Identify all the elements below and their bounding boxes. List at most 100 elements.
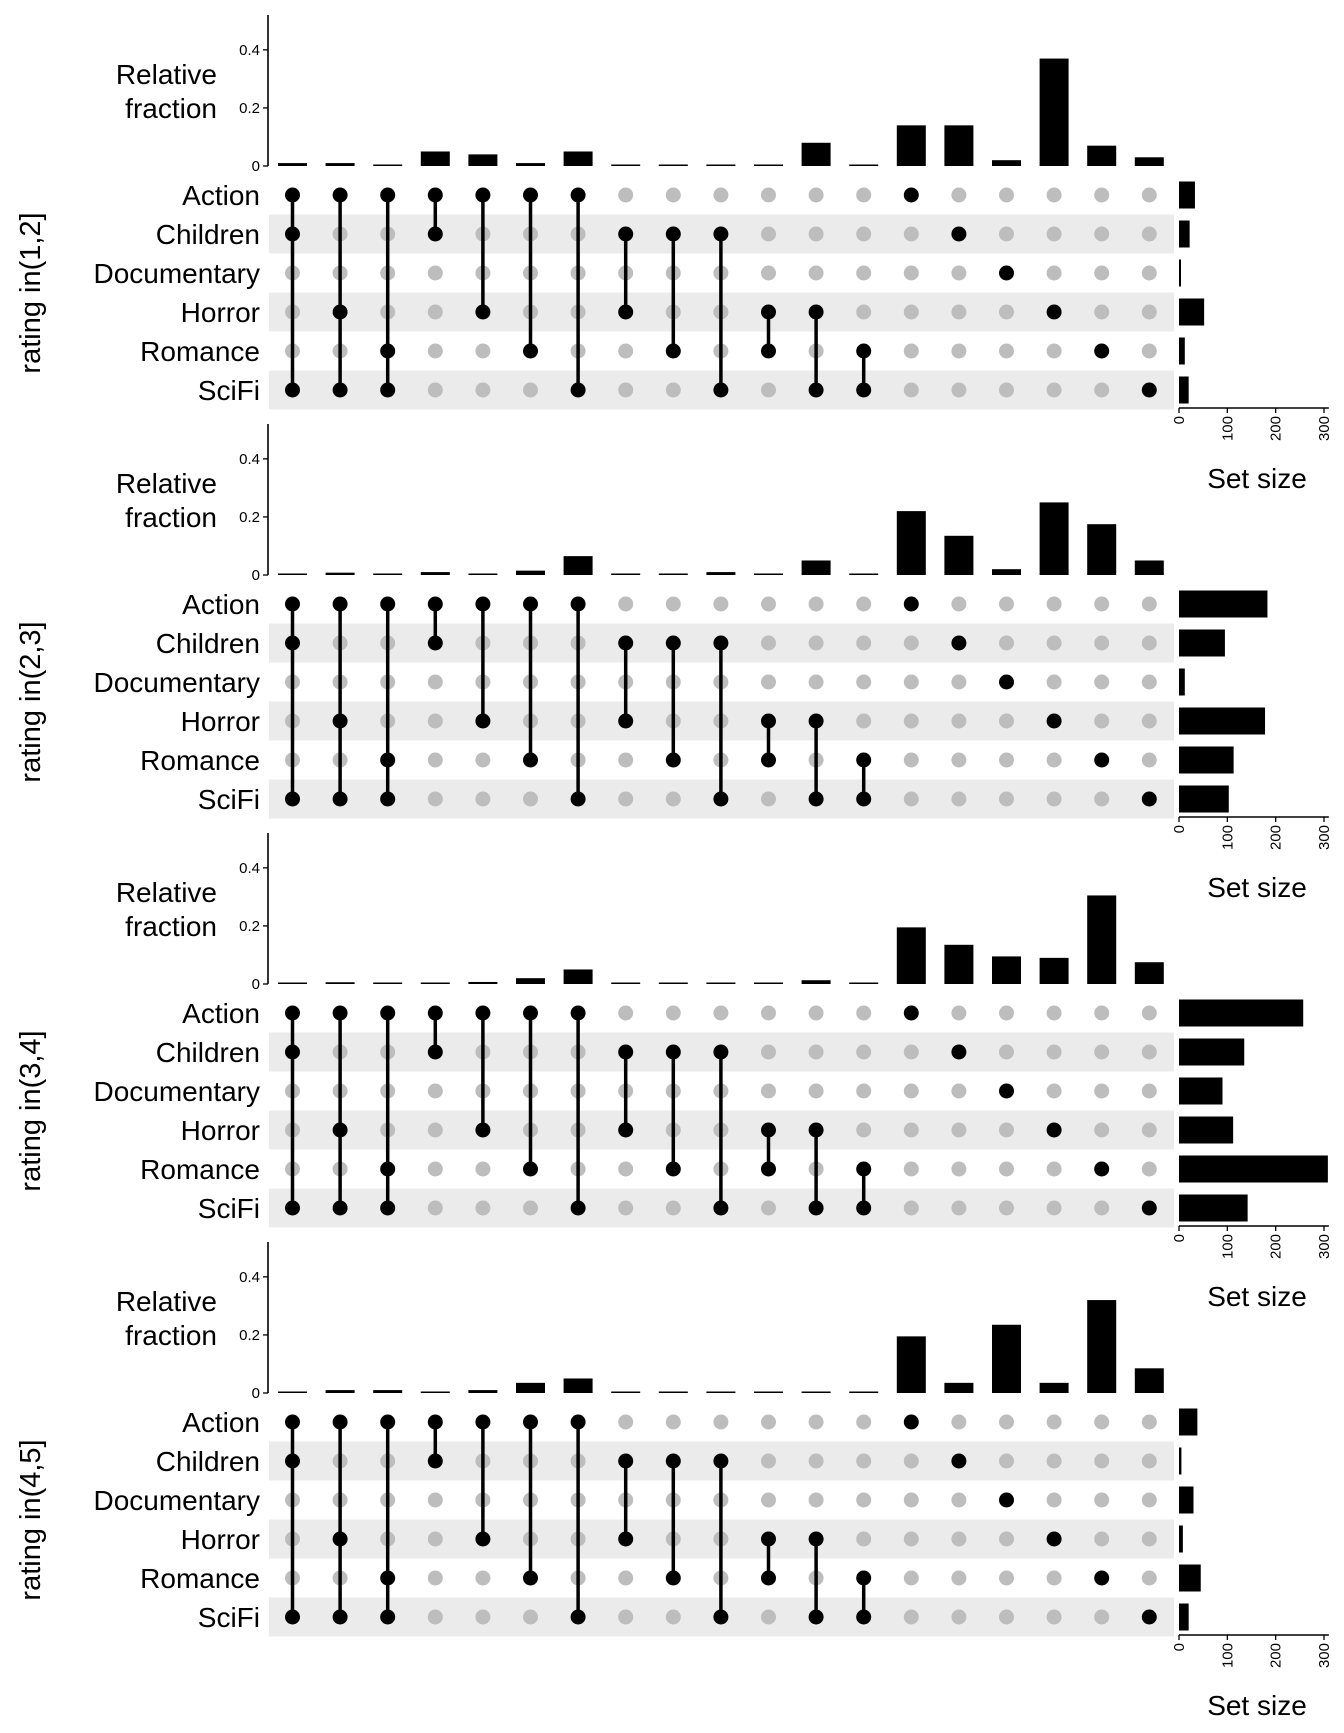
matrix-dot-inactive [999,1200,1014,1216]
set-size-bar-romance [1179,1155,1328,1183]
matrix-dot-active [713,1609,729,1625]
matrix-dot-inactive [1141,1531,1157,1547]
set-size-bar-documentary [1179,1077,1223,1105]
matrix-dot-inactive [1046,187,1062,203]
matrix-dot-inactive [618,343,634,359]
matrix-dot-inactive [618,1005,634,1021]
set-size-tick-label: 100 [1219,416,1236,441]
matrix-dot-active [999,265,1014,281]
matrix-dot-inactive [999,791,1014,807]
matrix-dot-active [665,1570,681,1586]
intersection-bar [420,1391,450,1393]
matrix-dot-inactive [999,226,1014,242]
matrix-dot-active [332,1122,348,1138]
matrix-dot-active [856,343,872,359]
intersection-bar [420,982,450,984]
intersection-bar [468,981,498,984]
matrix-dot-inactive [1094,713,1110,729]
intersection-bar [849,164,879,166]
matrix-dot-active [1046,713,1062,729]
matrix-dot-active [761,752,776,768]
intersection-bar [563,151,593,166]
matrix-dot-inactive [999,1044,1014,1060]
intersection-bar [992,956,1021,984]
matrix-dot-active [951,1044,967,1060]
intersection-bar [325,572,355,575]
matrix-dot-inactive [856,265,872,281]
matrix-dot-active [761,713,776,729]
bar-y-axis-title-line: Relative [116,1286,217,1317]
matrix-dot-active [808,791,824,807]
matrix-dot-active [618,226,634,242]
set-size-bar-documentary [1179,259,1181,287]
matrix-dot-inactive [761,1083,776,1099]
matrix-dot-inactive [903,343,919,359]
matrix-dot-inactive [665,1200,681,1216]
panel-label: rating in(3,4] [15,1030,47,1191]
intersection-bar [1087,145,1117,166]
matrix-dot-active [713,1200,729,1216]
matrix-dot-active [1046,1531,1062,1547]
matrix-dot-inactive [856,1122,872,1138]
matrix-dot-inactive [903,226,919,242]
intersection-bar [325,1390,355,1393]
intersection-bar [849,1391,879,1393]
matrix-dot-active [570,1005,586,1021]
set-label-scifi: SciFi [198,784,260,815]
matrix-dot-active [713,226,729,242]
intersection-bar [754,573,783,575]
matrix-dot-inactive [951,1161,967,1177]
matrix-dot-active [808,1609,824,1625]
bar-y-axis-title: Relative fraction [116,59,217,124]
intersection-bar [896,1336,926,1393]
matrix-dot-inactive [523,791,538,807]
intersection-bar [468,154,498,166]
matrix-dot-inactive [951,1570,967,1586]
set-label-horror: Horror [181,1524,260,1555]
matrix-dot-active [380,1414,396,1430]
matrix-dot-active [761,1161,776,1177]
bar-y-axis-title: Relative fraction [116,1286,217,1351]
matrix-dot-active [903,187,919,203]
set-label-children: Children [156,628,260,659]
intersection-bar [801,980,831,984]
matrix-dot-inactive [427,1492,443,1508]
matrix-dot-active [523,1414,538,1430]
matrix-dot-inactive [903,635,919,651]
matrix-dot-inactive [761,596,776,612]
set-size-bar-romance [1179,337,1185,365]
upset-panel-3: 0 0.2 0.4 Relative fraction Action Children Doc… [15,833,1333,1312]
intersection-bar [658,573,688,575]
bar-y-axis-title-line: Relative [116,877,217,908]
matrix-dot-inactive [856,1492,872,1508]
matrix-dot-inactive [1094,596,1110,612]
matrix-dot-inactive [1141,752,1157,768]
matrix-dot-active [808,713,824,729]
matrix-dot-inactive [903,1570,919,1586]
matrix-dot-active [1046,1122,1062,1138]
intersection-bar [325,982,355,984]
matrix-dot-inactive [1141,674,1157,690]
matrix-dot-inactive [903,674,919,690]
intersection-bar [706,1391,736,1393]
set-size-tick-label: 100 [1219,1234,1236,1259]
intersection-bar [516,570,545,575]
matrix-dot-inactive [1046,1200,1062,1216]
matrix-dot-inactive [427,265,443,281]
matrix-dot-inactive [903,382,919,398]
set-size-tick-label: 0 [1171,825,1188,833]
matrix-dot-inactive [808,674,824,690]
matrix-dot-active [332,187,348,203]
matrix-dot-inactive [808,1453,824,1469]
set-size-axis-title: Set size [1207,1281,1307,1312]
matrix-dot-inactive [1094,187,1110,203]
matrix-dot-active [380,791,396,807]
matrix-dot-inactive [903,1044,919,1060]
matrix-dot-inactive [1046,343,1062,359]
intersection-bar [563,1378,593,1393]
matrix-dot-inactive [665,1609,681,1625]
matrix-dot-inactive [856,226,872,242]
matrix-dot-inactive [618,1414,634,1430]
matrix-dot-inactive [618,791,634,807]
intersection-bar [801,560,831,575]
